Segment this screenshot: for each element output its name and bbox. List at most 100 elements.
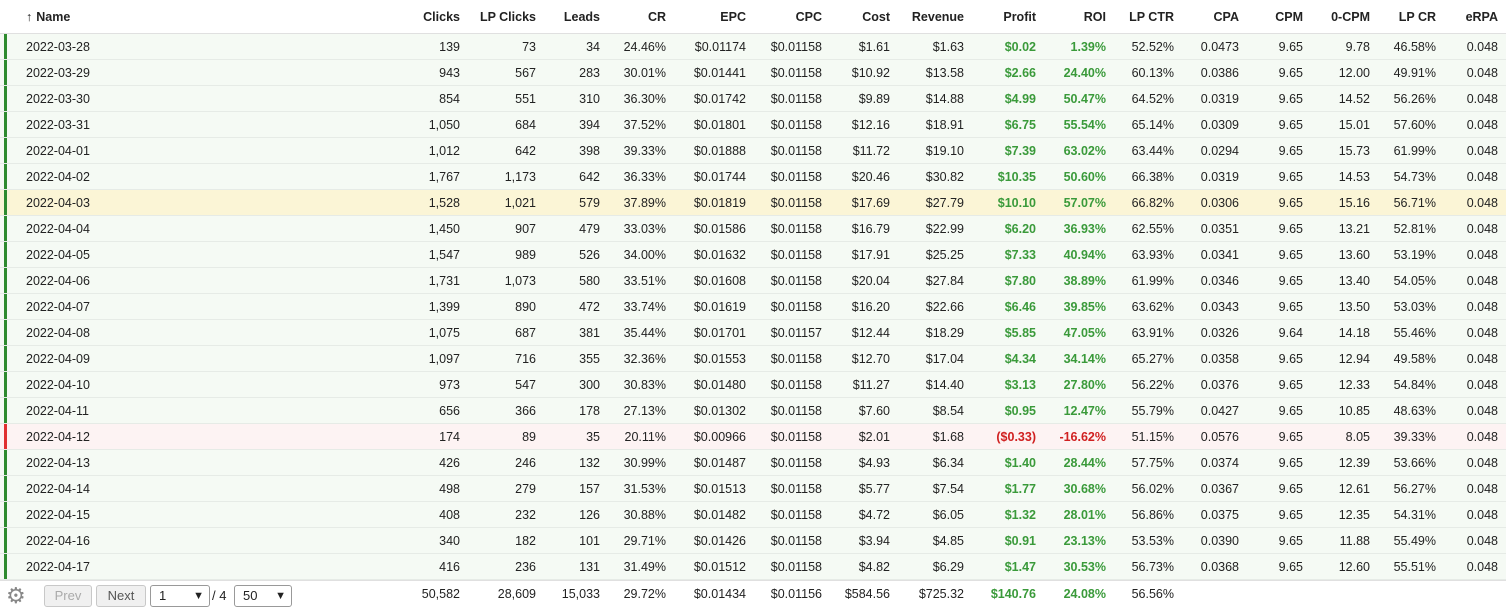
column-header-label: Profit <box>1003 9 1036 24</box>
column-header-name[interactable]: ↑ Name <box>0 0 360 34</box>
table-cell: 63.62% <box>1114 293 1182 320</box>
table-cell: $0.01158 <box>754 345 830 372</box>
table-cell: 132 <box>544 449 608 476</box>
table-cell: 27.13% <box>608 397 674 424</box>
row-date: 2022-03-30 <box>0 85 360 112</box>
column-header-cpa[interactable]: CPA <box>1182 0 1247 34</box>
column-header-profit[interactable]: Profit <box>972 0 1044 34</box>
column-header-cpc[interactable]: CPC <box>754 0 830 34</box>
total-lp-clicks: 28,609 <box>497 587 536 601</box>
table-cell: 9.65 <box>1247 85 1311 112</box>
table-row[interactable]: 2022-03-29 943 567 283 30.01% $0.01441 $0.0115… <box>0 59 1506 86</box>
table-row[interactable]: 2022-04-04 1,450 907 479 33.03% $0.01586 $0.01… <box>0 215 1506 242</box>
table-row[interactable]: 2022-04-17 416 236 131 31.49% $0.01512 $0.0115… <box>0 553 1506 580</box>
table-cell: 716 <box>468 345 544 372</box>
table-cell: 0.048 <box>1444 111 1506 138</box>
table-row[interactable]: 2022-04-07 1,399 890 472 33.74% $0.01619 $0.01… <box>0 293 1506 320</box>
table-cell: 9.78 <box>1311 33 1378 60</box>
table-cell: 30.88% <box>608 501 674 528</box>
column-header-lp-cr[interactable]: LP CR <box>1378 0 1444 34</box>
row-date: 2022-04-04 <box>0 215 360 242</box>
table-cell: 37.52% <box>608 111 674 138</box>
column-header-revenue[interactable]: Revenue <box>898 0 972 34</box>
total-profit: $140.76 <box>990 587 1036 601</box>
table-cell: $0.01553 <box>674 345 754 372</box>
table-cell: 0.048 <box>1444 423 1506 450</box>
gear-icon[interactable]: ⚙ <box>6 583 26 608</box>
report-table-container[interactable]: ↑ Name Clicks LP Clicks Leads CR EPC CPC Cost Rev… <box>0 0 1506 580</box>
table-cell: $16.79 <box>830 215 898 242</box>
table-row[interactable]: 2022-04-15 408 232 126 30.88% $0.01482 $0.0115… <box>0 501 1506 528</box>
table-cell: 1,075 <box>360 319 468 346</box>
table-cell: 236 <box>468 553 544 580</box>
page-size-select[interactable]: 50 ▼ <box>234 585 292 607</box>
table-cell: 580 <box>544 267 608 294</box>
table-row[interactable]: 2022-04-14 498 279 157 31.53% $0.01513 $0.0115… <box>0 475 1506 502</box>
report-table: ↑ Name Clicks LP Clicks Leads CR EPC CPC Cost Rev… <box>0 0 1506 580</box>
column-header-roi[interactable]: ROI <box>1044 0 1114 34</box>
table-row[interactable]: 2022-04-11 656 366 178 27.13% $0.01302 $0.0115… <box>0 397 1506 424</box>
table-row[interactable]: 2022-04-10 973 547 300 30.83% $0.01480 $0.0115… <box>0 371 1506 398</box>
table-row[interactable]: 2022-04-13 426 246 132 30.99% $0.01487 $0.0115… <box>0 449 1506 476</box>
page-number-select[interactable]: 1 ▼ <box>150 585 210 607</box>
table-cell: 36.30% <box>608 85 674 112</box>
table-cell: 0.0319 <box>1182 85 1247 112</box>
column-header-lp-ctr[interactable]: LP CTR <box>1114 0 1182 34</box>
table-cell: $0.01158 <box>754 189 830 216</box>
prev-page-button[interactable]: Prev <box>44 585 92 607</box>
table-cell: $0.01608 <box>674 267 754 294</box>
table-cell: 1,399 <box>360 293 468 320</box>
table-cell: 55.51% <box>1378 553 1444 580</box>
table-cell: 0.0343 <box>1182 293 1247 320</box>
table-row[interactable]: 2022-04-08 1,075 687 381 35.44% $0.01701 $0.01… <box>0 319 1506 346</box>
table-row[interactable]: 2022-04-03 1,528 1,021 579 37.89% $0.01819 $0.… <box>0 189 1506 216</box>
page-size-value: 50 <box>243 588 258 603</box>
chevron-down-icon: ▼ <box>275 590 286 602</box>
table-row[interactable]: 2022-03-28 139 73 34 24.46% $0.01174 $0.01158 $… <box>0 33 1506 60</box>
column-header-0-cpm[interactable]: 0-CPM <box>1311 0 1378 34</box>
table-row[interactable]: 2022-04-09 1,097 716 355 32.36% $0.01553 $0.01… <box>0 345 1506 372</box>
next-page-button[interactable]: Next <box>96 585 146 607</box>
table-cell: $18.29 <box>898 319 972 346</box>
table-cell: 0.0346 <box>1182 267 1247 294</box>
table-cell: $2.66 <box>972 59 1044 86</box>
table-cell: 50.60% <box>1044 163 1114 190</box>
table-cell: $0.01158 <box>754 59 830 86</box>
table-row[interactable]: 2022-04-06 1,731 1,073 580 33.51% $0.01608 $0.… <box>0 267 1506 294</box>
table-cell: $0.01819 <box>674 189 754 216</box>
column-header-cpm[interactable]: CPM <box>1247 0 1311 34</box>
table-cell: 283 <box>544 59 608 86</box>
table-row[interactable]: 2022-04-12 174 89 35 20.11% $0.00966 $0.01158 $… <box>0 423 1506 450</box>
table-cell: $7.33 <box>972 241 1044 268</box>
table-cell: $0.01158 <box>754 267 830 294</box>
table-cell: 567 <box>468 59 544 86</box>
table-cell: $25.25 <box>898 241 972 268</box>
column-header-leads[interactable]: Leads <box>544 0 608 34</box>
table-row[interactable]: 2022-04-01 1,012 642 398 39.33% $0.01888 $0.01… <box>0 137 1506 164</box>
column-header-lp-clicks[interactable]: LP Clicks <box>468 0 544 34</box>
table-row[interactable]: 2022-04-16 340 182 101 29.71% $0.01426 $0.0115… <box>0 527 1506 554</box>
column-header-erpa[interactable]: eRPA <box>1444 0 1506 34</box>
total-cpc: $0.01156 <box>770 587 822 601</box>
table-cell: 52.81% <box>1378 215 1444 242</box>
column-header-cost[interactable]: Cost <box>830 0 898 34</box>
table-row[interactable]: 2022-04-02 1,767 1,173 642 36.33% $0.01744 $0.… <box>0 163 1506 190</box>
table-cell: 1,097 <box>360 345 468 372</box>
table-cell: 56.73% <box>1114 553 1182 580</box>
column-header-cr[interactable]: CR <box>608 0 674 34</box>
table-row[interactable]: 2022-03-31 1,050 684 394 37.52% $0.01801 $0.01… <box>0 111 1506 138</box>
table-row[interactable]: 2022-04-05 1,547 989 526 34.00% $0.01632 $0.01… <box>0 241 1506 268</box>
column-header-clicks[interactable]: Clicks <box>360 0 468 34</box>
table-cell: 472 <box>544 293 608 320</box>
table-cell: $6.34 <box>898 449 972 476</box>
table-cell: 15.73 <box>1311 137 1378 164</box>
table-cell: 0.048 <box>1444 59 1506 86</box>
column-header-epc[interactable]: EPC <box>674 0 754 34</box>
table-cell: $1.32 <box>972 501 1044 528</box>
table-row[interactable]: 2022-03-30 854 551 310 36.30% $0.01742 $0.0115… <box>0 85 1506 112</box>
table-cell: 61.99% <box>1114 267 1182 294</box>
table-cell: $8.54 <box>898 397 972 424</box>
table-cell: 687 <box>468 319 544 346</box>
table-cell: 9.65 <box>1247 189 1311 216</box>
table-cell: 0.048 <box>1444 85 1506 112</box>
